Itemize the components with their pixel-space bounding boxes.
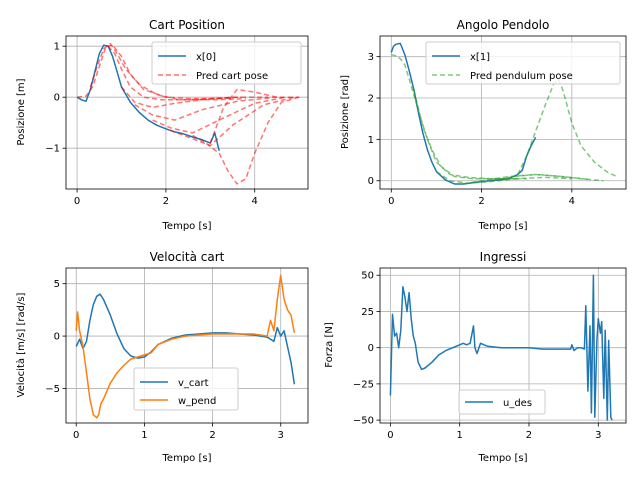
series-line-pred-cart-pose <box>152 96 286 134</box>
y-tick-label: 5 <box>54 279 60 290</box>
legend-label-x0: x[0] <box>196 52 216 63</box>
y-tick-label: −25 <box>353 379 374 390</box>
legend: v_cart w_pend <box>133 367 239 411</box>
chart-title: Angolo Pendolo <box>457 18 550 32</box>
legend: x[0] Pred cart pose <box>151 41 302 85</box>
x-tick-label: 1 <box>141 430 147 441</box>
chart-title: Velocità cart <box>150 250 225 264</box>
y-tick-label: 0 <box>54 93 60 104</box>
x-tick-label: 0 <box>73 430 79 441</box>
series-line-pred-cart-pose <box>89 42 246 101</box>
series-line-w-pend <box>75 274 296 419</box>
x-tick-label: 4 <box>569 196 575 207</box>
x-tick-label: 3 <box>278 430 284 441</box>
plot-area: 0 2 4 0 1 2 3 <box>368 35 627 207</box>
axes-frame <box>379 35 627 190</box>
x-axis-label: Tempo [s] <box>478 221 528 232</box>
series-group <box>389 274 613 421</box>
subplot-ingressi: Ingressi 0 1 2 3 −50 −25 0 25 50 Tempo [s] Forza… <box>324 250 627 464</box>
x-tick-label: 3 <box>595 430 601 441</box>
series-line-pred-cart-pose <box>170 96 295 147</box>
chart-title: Cart Position <box>149 18 225 32</box>
series-line-pred-cart-pose <box>192 96 300 185</box>
series-group <box>76 42 300 185</box>
x-tick-label: 4 <box>252 196 258 207</box>
series-line-u-des <box>389 274 613 421</box>
series-group <box>390 42 618 185</box>
x-tick-label: 2 <box>163 196 169 207</box>
series-line-pred-pendulum-pose <box>435 170 572 184</box>
y-tick-label: 25 <box>361 307 374 318</box>
series-line-pred-pendulum-pose <box>463 173 590 185</box>
series-line-pred-pendulum-pose <box>517 78 618 178</box>
legend-label-w-pend: w_pend <box>178 396 216 407</box>
y-tick-label: 0 <box>54 332 60 343</box>
x-axis-label: Tempo [s] <box>162 453 212 464</box>
series-line-pred-cart-pose <box>134 96 277 121</box>
subplot-cart-position: Cart Position 0 2 4 −1 0 1 Tempo [s] Posizion… <box>16 18 309 232</box>
y-tick-label: −5 <box>45 384 60 395</box>
series-line-pred-cart-pose <box>120 86 268 109</box>
x-axis-label: Tempo [s] <box>478 453 528 464</box>
y-axis-label: Forza [N] <box>324 322 335 368</box>
legend-box <box>425 41 621 85</box>
y-tick-label: −1 <box>45 144 60 155</box>
subplot-angolo-pendolo: Angolo Pendolo 0 2 4 0 1 2 3 Tempo [s] Posizio… <box>340 18 627 232</box>
series-line-pred-cart-pose <box>209 88 300 144</box>
x-tick-label: 2 <box>526 430 532 441</box>
y-tick-label: 1 <box>54 42 60 53</box>
legend-label-pred-pendulum: Pred pendulum pose <box>470 71 573 82</box>
y-tick-label: 0 <box>368 176 374 187</box>
x-tick-label: 0 <box>387 430 393 441</box>
axes-frame <box>379 267 627 424</box>
subplot-velocita-cart: Velocità cart 0 1 2 3 −5 0 5 Tempo [s] Velocit… <box>15 250 309 464</box>
x-tick-label: 0 <box>388 196 394 207</box>
legend: u_des <box>458 389 546 415</box>
series-group <box>75 274 296 419</box>
series-line-pred-cart-pose <box>77 44 233 100</box>
series-line-pred-pendulum-pose <box>490 173 604 182</box>
legend-label-v-cart: v_cart <box>178 378 209 389</box>
axes-frame <box>65 267 309 424</box>
legend-box <box>458 389 546 415</box>
y-tick-label: 3 <box>368 52 374 63</box>
y-tick-label: 50 <box>361 271 374 282</box>
legend-label-x1: x[1] <box>470 52 490 63</box>
x-axis-label: Tempo [s] <box>162 221 212 232</box>
x-tick-label: 2 <box>478 196 484 207</box>
series-line-pred-pendulum-pose <box>413 89 527 180</box>
legend-label-u-des: u_des <box>503 398 532 409</box>
x-tick-label: 1 <box>457 430 463 441</box>
plot-area: 0 1 2 3 −5 0 5 <box>45 267 309 441</box>
y-axis-label: Posizione [rad] <box>340 75 351 149</box>
plot-area: 0 1 2 3 −50 −25 0 25 50 <box>353 267 627 441</box>
legend-label-pred-cart: Pred cart pose <box>196 71 268 82</box>
x-tick-label: 0 <box>74 196 80 207</box>
y-tick-label: 2 <box>368 94 374 105</box>
y-tick-label: −50 <box>353 416 374 427</box>
y-axis-label: Velocità [m/s] [rad/s] <box>15 292 27 397</box>
y-tick-label: 0 <box>368 343 374 354</box>
x-tick-label: 2 <box>209 430 215 441</box>
axes-frame <box>65 35 309 190</box>
legend-box <box>151 41 302 85</box>
legend: x[1] Pred pendulum pose <box>425 41 621 85</box>
chart-title: Ingressi <box>480 250 527 264</box>
y-axis-label: Posizione [m] <box>16 78 27 145</box>
y-tick-label: 1 <box>368 135 374 146</box>
